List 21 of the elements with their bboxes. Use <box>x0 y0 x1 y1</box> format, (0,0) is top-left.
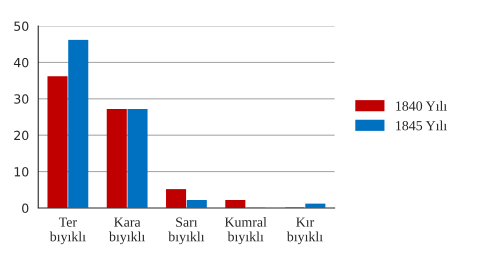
bar <box>166 189 186 208</box>
x-tick-label: Sarı bıyıklı <box>168 217 204 244</box>
bar <box>127 109 148 208</box>
legend-label: 1840 Yılı <box>396 100 447 111</box>
y-tick-label: 0 <box>22 203 28 213</box>
x-tick-label: Ter bıyıklı <box>50 218 86 244</box>
bar <box>106 109 127 208</box>
bar <box>47 76 68 208</box>
bar <box>305 204 326 208</box>
y-tick-label: 40 <box>14 58 28 68</box>
bar <box>186 200 207 208</box>
y-tick-label: 10 <box>14 167 28 177</box>
x-tick-label: Kır bıyıklı <box>286 218 323 244</box>
y-tick-label: 50 <box>14 21 28 31</box>
bar <box>225 200 246 208</box>
legend-label: 1845 Yılı <box>396 120 447 130</box>
x-tick-label: Kara bıyıklı <box>109 218 146 244</box>
x-tick-label: Kumral bıyıklı <box>224 217 267 244</box>
bar <box>68 40 88 208</box>
y-tick-label: 20 <box>14 130 28 140</box>
y-tick-label: 30 <box>14 94 28 104</box>
